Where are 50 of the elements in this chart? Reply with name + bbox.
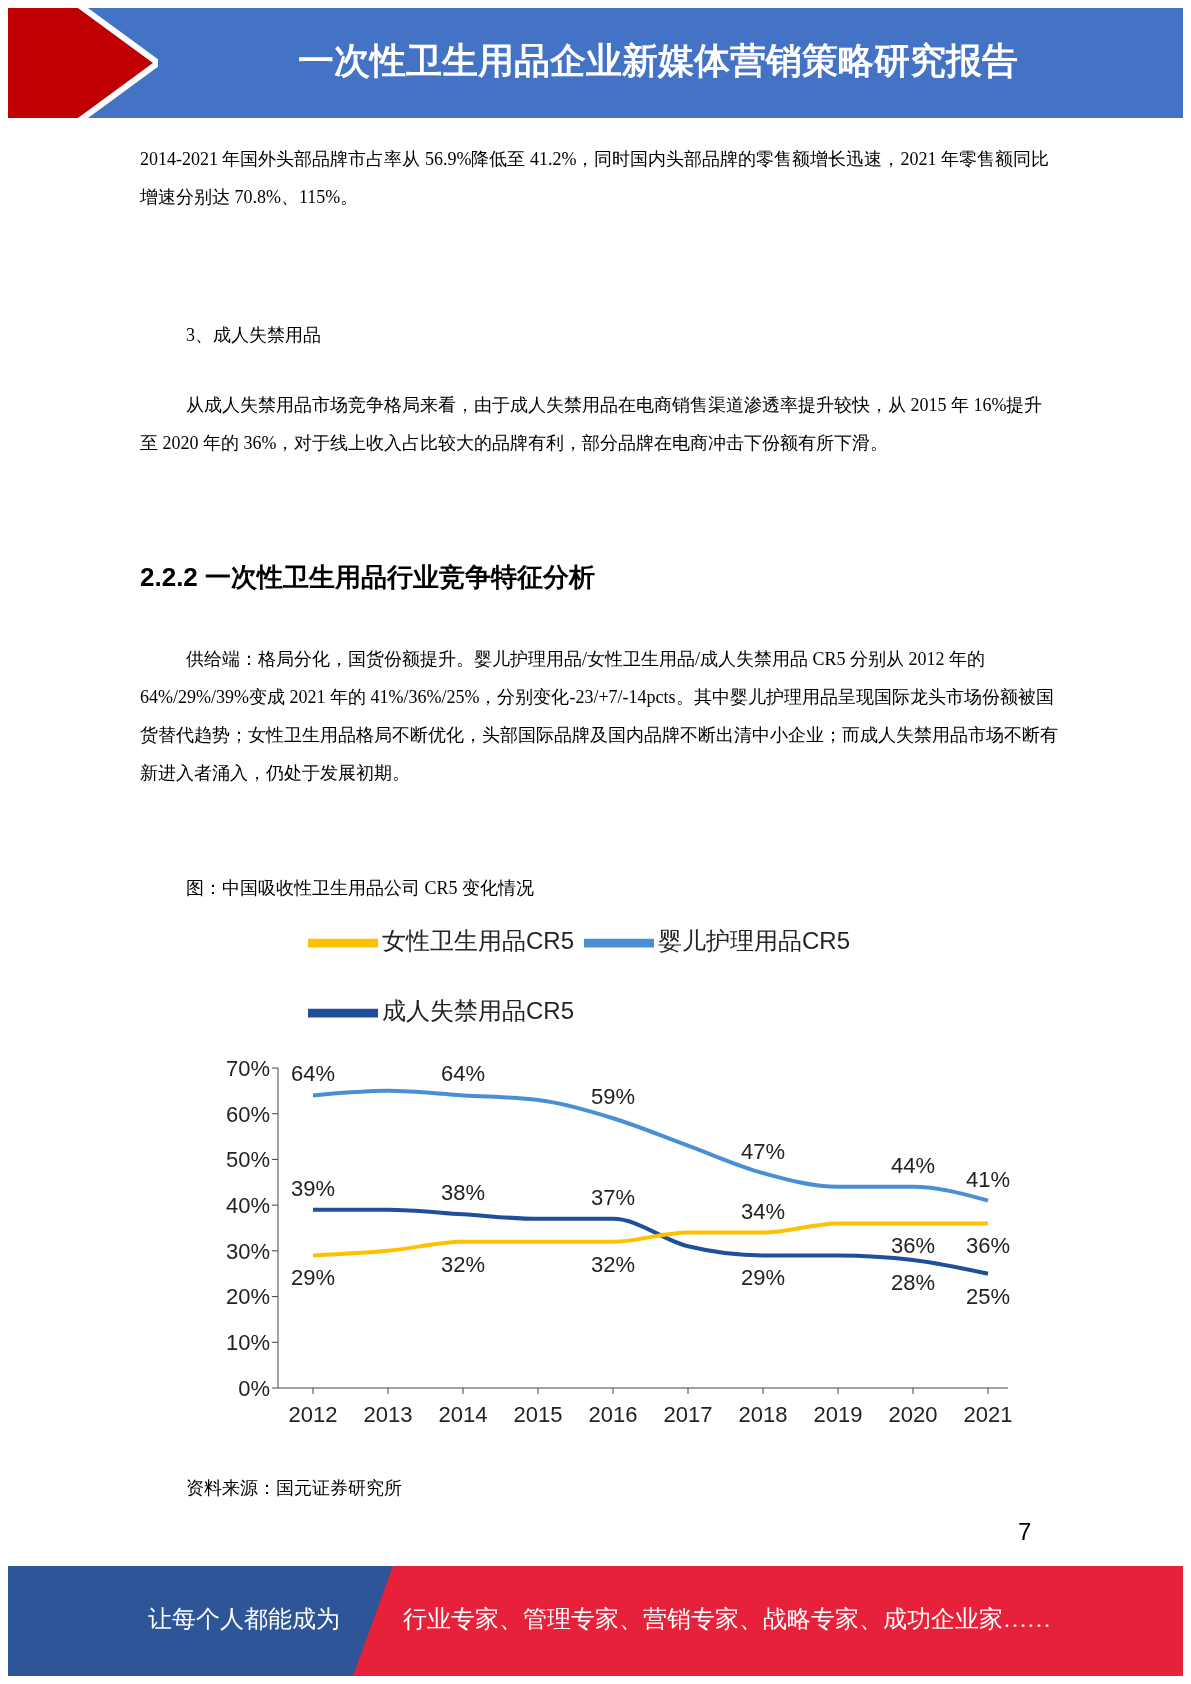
data-label: 38%	[440, 1180, 486, 1206]
data-label: 36%	[965, 1233, 1011, 1259]
legend-label: 成人失禁用品CR5	[382, 997, 575, 1025]
data-label: 36%	[890, 1233, 936, 1259]
data-label: 41%	[965, 1166, 1011, 1192]
text: 2014-2021 年国外头部品牌市占率从 56.9%降低至 41.2%，同时国内头部品牌的零售额增长迅速，2021 年零售额同比增速分别达 70.8%、115%。	[140, 148, 1050, 209]
data-label: 44%	[890, 1152, 936, 1178]
text: 行业专家、管理专家、营销专家、战略专家、成功企业家……	[403, 1605, 1051, 1634]
legend-label: 女性卫生用品CR5	[382, 927, 575, 955]
text: 2.2.2 一次性卫生用品行业竞争特征分析	[140, 561, 596, 594]
x-tick-label: 2015	[513, 1401, 563, 1427]
x-tick-label: 2012	[288, 1401, 338, 1427]
data-label: 47%	[740, 1139, 786, 1165]
x-tick-label: 2013	[363, 1401, 413, 1427]
y-tick-label: 30%	[225, 1238, 270, 1264]
data-label: 32%	[590, 1251, 636, 1277]
x-tick-label: 2016	[588, 1401, 638, 1427]
data-label: 64%	[290, 1061, 336, 1087]
y-tick-label: 10%	[225, 1330, 270, 1356]
legend-label: 婴儿护理用品CR5	[658, 927, 851, 955]
data-label: 64%	[440, 1061, 486, 1087]
x-tick-label: 2014	[438, 1401, 488, 1427]
x-tick-label: 2021	[963, 1401, 1013, 1427]
text: 3、成人失禁用品	[186, 324, 321, 347]
x-tick-label: 2019	[813, 1401, 863, 1427]
y-tick-label: 70%	[225, 1055, 270, 1081]
data-label: 39%	[290, 1175, 336, 1201]
y-tick-label: 0%	[238, 1375, 270, 1401]
chart-subtitle: 图：中国吸收性卫生用品公司 CR5 变化情况	[186, 877, 535, 900]
text: 从成人失禁用品市场竞争格局来看，由于成人失禁用品在电商销售渠道渗透率提升较快，从 2015 年 16%提升至 2020 年的 36%，对于线上收入占比较大的品牌有利，部分品牌在电商冲击下份额有所下滑。	[140, 394, 1044, 455]
y-tick-label: 40%	[225, 1192, 270, 1218]
x-tick-label: 2017	[663, 1401, 713, 1427]
text: 资料来源：国元证券研究所	[186, 1477, 402, 1500]
data-label: 28%	[890, 1270, 936, 1295]
data-label: 29%	[740, 1265, 786, 1291]
data-label: 34%	[740, 1198, 786, 1224]
data-label: 32%	[440, 1251, 486, 1277]
x-tick-label: 2020	[888, 1401, 938, 1427]
x-tick-label: 2018	[738, 1401, 788, 1427]
text: 供给端：格局分化，国货份额提升。婴儿护理用品/女性卫生用品/成人失禁用品 CR5 分别从 2012 年的 64%/29%/39%变成 2021 年的 41%/36%/25%，分别变化-23/+7/-14pcts。其中婴儿护理用品呈现国际龙头市场份额被国货替代趋势；女性卫生用品格局不断优化，头部国际品牌及国内品牌不断出清中小企业；而成人失禁用品市场不断有新进入者涌入，仍处于发展初期。	[140, 648, 1059, 785]
y-tick-label: 60%	[225, 1101, 270, 1127]
chart-title: 一次性卫生用品企业新媒体营销策略研究报告	[297, 39, 1019, 83]
data-label: 37%	[590, 1184, 636, 1210]
y-tick-label: 50%	[225, 1147, 270, 1173]
data-label: 25%	[965, 1283, 1011, 1309]
text: 让每个人都能成为	[148, 1605, 340, 1634]
data-label: 59%	[590, 1084, 636, 1110]
y-tick-label: 20%	[225, 1284, 270, 1310]
data-label: 29%	[290, 1265, 336, 1291]
text: 7	[1018, 1518, 1032, 1546]
